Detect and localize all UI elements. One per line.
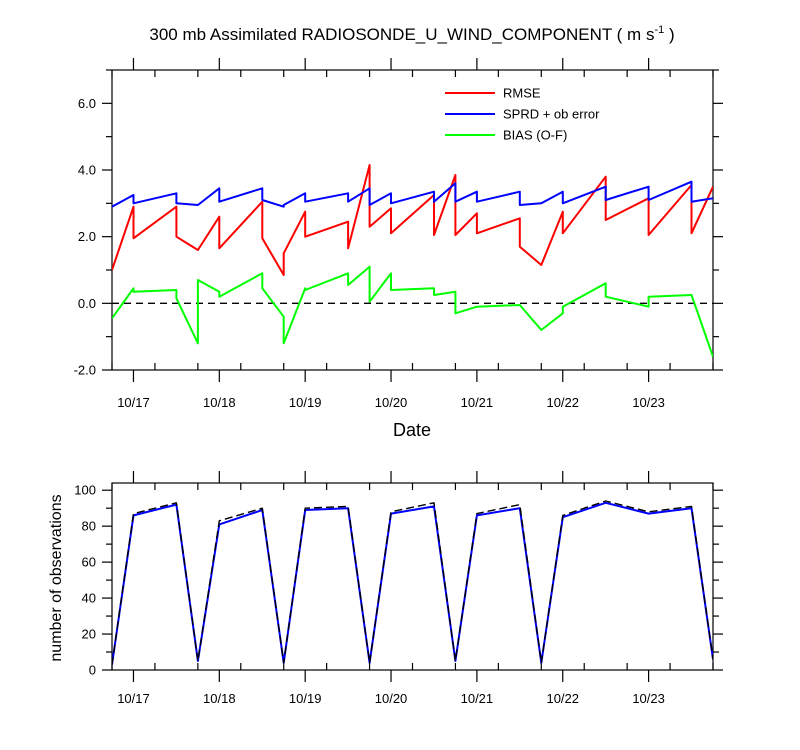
x-tick-label: 10/20 <box>375 395 408 410</box>
x-tick-label: 10/19 <box>289 691 322 706</box>
top-panel: 10/17 10/18 10/19 10/20 10/21 10/22 10/23 -2.0 0… <box>74 58 723 410</box>
x-tick-label: 10/19 <box>289 395 322 410</box>
y-tick-label: 6.0 <box>78 96 96 111</box>
x-tick-label: 10/23 <box>632 395 665 410</box>
x-tick-label: 10/18 <box>203 691 236 706</box>
plot-frame-0 <box>111 69 714 371</box>
y-tick-label: 40 <box>82 591 96 606</box>
y-tick-label: 80 <box>82 519 96 534</box>
series-line-sprd-ob-error <box>112 180 713 208</box>
y-tick-label: 0 <box>89 663 96 678</box>
y-tick-label: 4.0 <box>78 163 96 178</box>
legend-label-bias-o-f: BIAS (O-F) <box>503 128 567 143</box>
x-tick-label: 10/21 <box>461 691 494 706</box>
chart-title: 300 mb Assimilated RADIOSONDE_U_WIND_COM… <box>149 24 674 44</box>
y-tick-label: 100 <box>74 483 96 498</box>
series-line-bias-o-f <box>112 265 713 358</box>
y-tick-label: 60 <box>82 555 96 570</box>
x-tick-label: 10/22 <box>546 691 579 706</box>
chart-title-end: ) <box>664 25 674 44</box>
y-tick-label: -2.0 <box>74 363 96 378</box>
series-line-rmse <box>112 164 713 276</box>
x-tick-label: 10/22 <box>546 395 579 410</box>
x-tick-label: 10/17 <box>117 691 150 706</box>
x-tick-label: 10/18 <box>203 395 236 410</box>
x-tick-label: 10/17 <box>117 395 150 410</box>
series-line-series-1 <box>112 500 713 665</box>
bottom-panel: 10/17 10/18 10/19 10/20 10/21 10/22 10/23 0 20 40… <box>74 471 723 706</box>
chart-title-main: 300 mb Assimilated RADIOSONDE_U_WIND_COM… <box>149 25 654 44</box>
y-tick-label: 20 <box>82 627 96 642</box>
x-tick-label: 10/21 <box>461 395 494 410</box>
legend-label-sprd-ob-error: SPRD + ob error <box>503 107 600 122</box>
y-axis-label-observations: number of observations <box>48 494 65 661</box>
x-axis-label: Date <box>393 420 431 440</box>
y-tick-label: 2.0 <box>78 229 96 244</box>
chart-title-superscript: -1 <box>654 24 664 36</box>
x-tick-label: 10/23 <box>632 691 665 706</box>
legend-label-rmse: RMSE <box>503 86 541 101</box>
y-tick-label: 0.0 <box>78 296 96 311</box>
series-line-series-0 <box>112 501 713 665</box>
plot-frame-1 <box>111 482 714 671</box>
x-tick-label: 10/20 <box>375 691 408 706</box>
